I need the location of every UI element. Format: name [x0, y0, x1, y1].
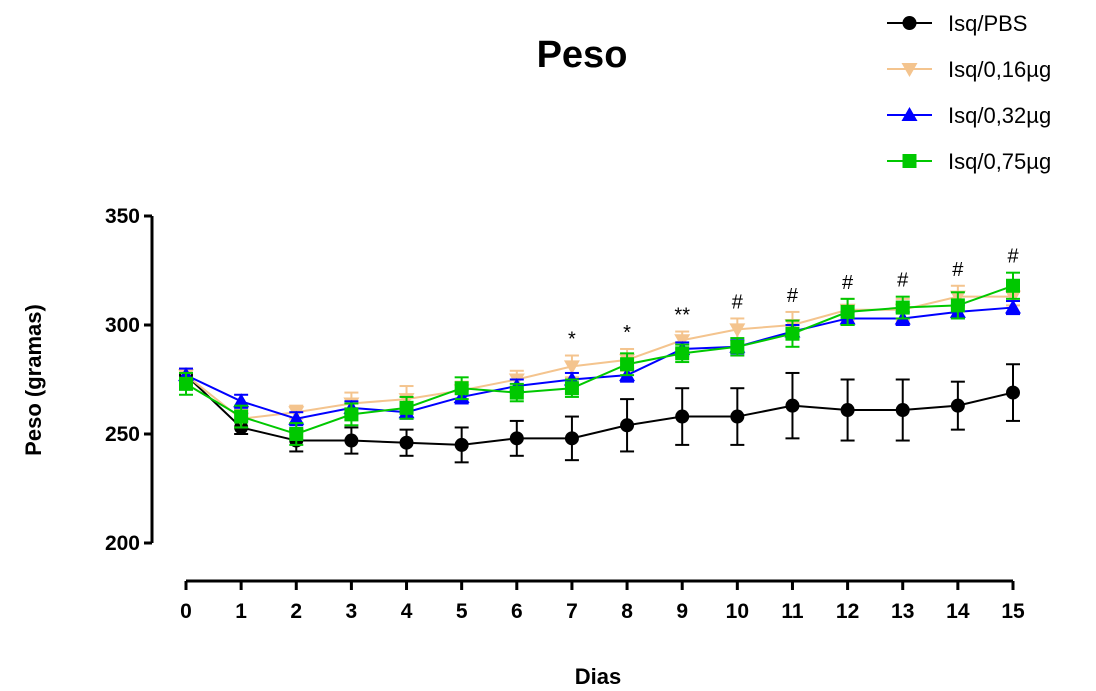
- data-point: [1006, 278, 1020, 293]
- x-tick-label: 13: [891, 600, 914, 623]
- data-point: [509, 431, 524, 446]
- significance-label: #: [842, 272, 854, 294]
- data-point: [950, 298, 965, 313]
- data-point: [288, 410, 305, 425]
- data-point: [785, 398, 800, 413]
- legend-label: Isq/0,75µg: [948, 149, 1051, 174]
- legend-label: Isq/0,32µg: [948, 103, 1051, 128]
- significance-label: #: [952, 259, 964, 281]
- data-point: [895, 300, 910, 315]
- data-point: [454, 437, 469, 452]
- x-axis-title: Dias: [575, 664, 621, 689]
- series-3: [179, 271, 1020, 446]
- data-point: [950, 398, 965, 413]
- legend-marker: [902, 154, 917, 168]
- data-point: [785, 326, 800, 341]
- series-line: [185, 374, 1014, 446]
- legend-marker: [902, 16, 917, 30]
- data-point: [1006, 385, 1020, 400]
- data-point: [1005, 299, 1021, 314]
- significance-label: *: [623, 322, 631, 344]
- significance-label: #: [897, 270, 909, 292]
- y-tick-label: 200: [105, 532, 140, 555]
- data-point: [729, 323, 746, 338]
- x-tick-label: 7: [566, 600, 578, 623]
- x-tick-label: 4: [401, 600, 413, 623]
- data-point: [564, 431, 579, 446]
- data-point: [620, 357, 635, 372]
- data-point: [895, 403, 910, 418]
- x-tick-label: 0: [180, 600, 192, 623]
- series-line: [185, 295, 1013, 420]
- data-point: [840, 403, 855, 418]
- legend-item: Isq/0,16µg: [887, 57, 1051, 82]
- legend-item: Isq/PBS: [887, 11, 1027, 36]
- data-point: [344, 433, 359, 448]
- series-1: [178, 284, 1021, 429]
- data-point: [399, 435, 414, 450]
- significance-label: **: [674, 305, 690, 327]
- legend-marker: [901, 107, 918, 121]
- y-tick-label: 250: [105, 423, 140, 446]
- x-tick-label: 9: [676, 600, 688, 623]
- x-tick-label: 12: [836, 600, 859, 623]
- legend-label: Isq/0,16µg: [948, 57, 1051, 82]
- y-tick-label: 300: [105, 314, 140, 337]
- data-point: [620, 418, 635, 433]
- y-tick-label: 350: [105, 205, 140, 228]
- legend-item: Isq/0,32µg: [887, 103, 1051, 128]
- series-line: [185, 284, 1014, 436]
- x-tick-label: 3: [346, 600, 358, 623]
- x-tick-label: 5: [456, 600, 468, 623]
- data-point: [730, 409, 745, 424]
- data-point: [840, 304, 855, 319]
- legend: Isq/PBS Isq/0,16µg Isq/0,32µg Isq/0,75µg: [887, 11, 1051, 174]
- data-point: [509, 385, 524, 400]
- data-point: [399, 400, 414, 415]
- data-point: [234, 409, 249, 424]
- legend-item: Isq/0,75µg: [887, 149, 1051, 174]
- legend-label: Isq/PBS: [948, 11, 1027, 36]
- data-point: [179, 376, 193, 391]
- x-tick-label: 11: [781, 600, 804, 623]
- data-point: [344, 407, 359, 422]
- x-tick-label: 8: [621, 600, 633, 623]
- significance-label: #: [732, 291, 744, 313]
- data-point: [564, 381, 579, 396]
- chart-title: Peso: [537, 34, 628, 76]
- data-point: [675, 409, 690, 424]
- x-tick-label: 2: [290, 600, 302, 623]
- data-point: [233, 393, 250, 408]
- data-point: [454, 381, 469, 396]
- series-0: [179, 363, 1020, 464]
- data-point: [289, 427, 304, 441]
- x-tick-label: 6: [511, 600, 523, 623]
- x-tick-label: 14: [946, 600, 970, 623]
- significance-label: *: [568, 329, 576, 351]
- data-point: [675, 346, 690, 361]
- y-axis-title: Peso (gramas): [21, 304, 46, 456]
- legend-marker: [901, 63, 918, 77]
- x-tick-label: 10: [726, 600, 749, 623]
- significance-label: #: [787, 285, 799, 307]
- x-tick-label: 15: [1001, 600, 1025, 623]
- data-point: [563, 360, 580, 375]
- data-point: [730, 339, 745, 354]
- significance-label: #: [1007, 246, 1019, 268]
- x-tick-label: 1: [235, 600, 247, 623]
